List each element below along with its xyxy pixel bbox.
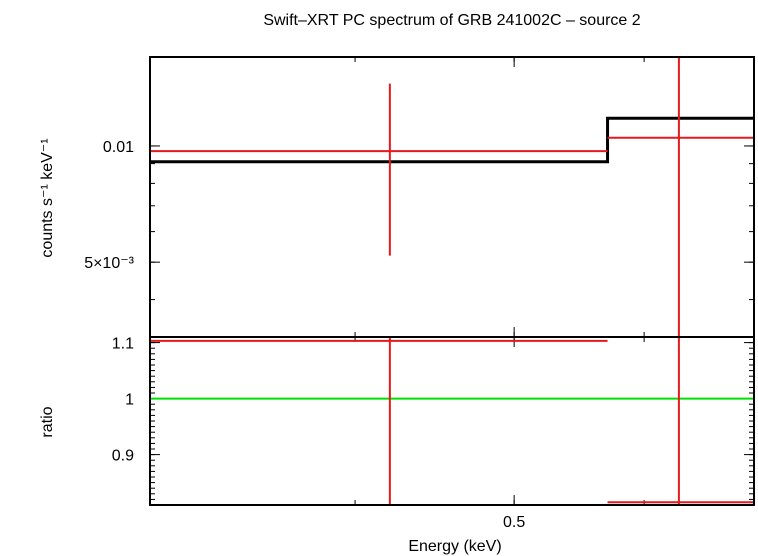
spectrum-y-tick-label: 5×10⁻³ <box>84 255 134 272</box>
spectrum-panel-frame <box>149 56 755 338</box>
chart-title: Swift–XRT PC spectrum of GRB 241002C – s… <box>263 12 640 29</box>
plot-marks: 0.5 0.01 5×10⁻³ 1.1 1 0.9 <box>84 57 755 531</box>
model-step-line <box>150 116 754 164</box>
x-axis-label: Energy (keV) <box>408 538 501 555</box>
ratio-y-axis-label: ratio <box>39 406 56 437</box>
ratio-panel-frame <box>149 336 755 506</box>
x-tick-label: 0.5 <box>503 514 525 531</box>
ratio-y-tick-label: 1.1 <box>112 336 134 353</box>
ratio-y-tick-label: 0.9 <box>112 448 134 465</box>
spectrum-y-axis-label: counts s⁻¹ keV⁻¹ <box>39 138 56 257</box>
spectrum-y-tick-label: 0.01 <box>103 139 134 156</box>
ratio-y-tick-label: 1 <box>125 392 134 409</box>
